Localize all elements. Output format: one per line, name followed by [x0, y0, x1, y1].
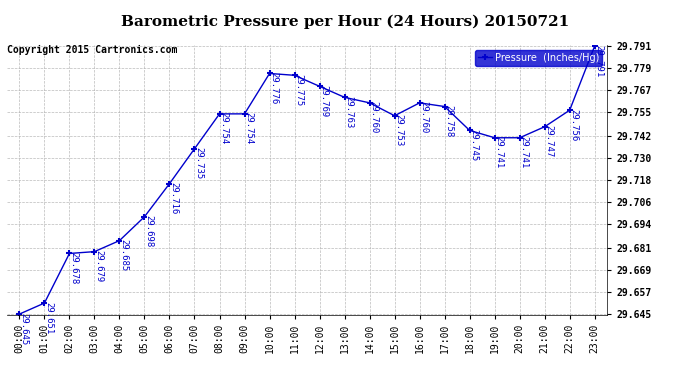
Text: 29.679: 29.679: [94, 250, 103, 282]
Legend: Pressure  (Inches/Hg): Pressure (Inches/Hg): [475, 50, 602, 66]
Text: 29.754: 29.754: [244, 112, 253, 145]
Text: 29.747: 29.747: [544, 125, 553, 158]
Pressure  (Inches/Hg): [440, 104, 449, 109]
Text: 29.756: 29.756: [569, 109, 578, 141]
Pressure  (Inches/Hg): [240, 112, 248, 116]
Text: 29.769: 29.769: [319, 85, 328, 117]
Pressure  (Inches/Hg): [266, 71, 274, 76]
Pressure  (Inches/Hg): [90, 249, 99, 254]
Pressure  (Inches/Hg): [290, 73, 299, 78]
Pressure  (Inches/Hg): [15, 312, 23, 316]
Pressure  (Inches/Hg): [366, 100, 374, 105]
Pressure  (Inches/Hg): [515, 135, 524, 140]
Pressure  (Inches/Hg): [66, 251, 74, 256]
Pressure  (Inches/Hg): [215, 112, 224, 116]
Pressure  (Inches/Hg): [591, 44, 599, 48]
Text: 29.651: 29.651: [44, 302, 53, 334]
Pressure  (Inches/Hg): [391, 114, 399, 118]
Text: 29.741: 29.741: [520, 136, 529, 169]
Pressure  (Inches/Hg): [40, 301, 48, 305]
Text: 29.763: 29.763: [344, 96, 353, 128]
Text: 29.735: 29.735: [194, 147, 203, 180]
Pressure  (Inches/Hg): [115, 238, 124, 243]
Text: 29.645: 29.645: [19, 313, 28, 345]
Text: 29.760: 29.760: [369, 102, 378, 134]
Text: Copyright 2015 Cartronics.com: Copyright 2015 Cartronics.com: [7, 45, 177, 55]
Text: 29.698: 29.698: [144, 215, 153, 248]
Text: 29.745: 29.745: [469, 129, 478, 161]
Line: Pressure  (Inches/Hg): Pressure (Inches/Hg): [17, 43, 598, 317]
Text: 29.775: 29.775: [294, 74, 303, 106]
Text: 29.754: 29.754: [219, 112, 228, 145]
Text: 29.758: 29.758: [444, 105, 453, 137]
Text: 29.753: 29.753: [394, 114, 403, 147]
Text: 29.741: 29.741: [494, 136, 503, 169]
Text: 29.760: 29.760: [420, 102, 428, 134]
Pressure  (Inches/Hg): [340, 95, 348, 100]
Text: 29.791: 29.791: [594, 45, 603, 77]
Text: 29.685: 29.685: [119, 239, 128, 272]
Pressure  (Inches/Hg): [166, 182, 174, 186]
Pressure  (Inches/Hg): [466, 128, 474, 133]
Text: 29.776: 29.776: [269, 72, 278, 104]
Pressure  (Inches/Hg): [415, 100, 424, 105]
Pressure  (Inches/Hg): [540, 124, 549, 129]
Pressure  (Inches/Hg): [315, 84, 324, 88]
Pressure  (Inches/Hg): [190, 147, 199, 151]
Text: 29.716: 29.716: [169, 182, 178, 214]
Pressure  (Inches/Hg): [566, 108, 574, 112]
Pressure  (Inches/Hg): [140, 214, 148, 219]
Pressure  (Inches/Hg): [491, 135, 499, 140]
Text: 29.678: 29.678: [69, 252, 78, 284]
Text: Barometric Pressure per Hour (24 Hours) 20150721: Barometric Pressure per Hour (24 Hours) …: [121, 15, 569, 29]
